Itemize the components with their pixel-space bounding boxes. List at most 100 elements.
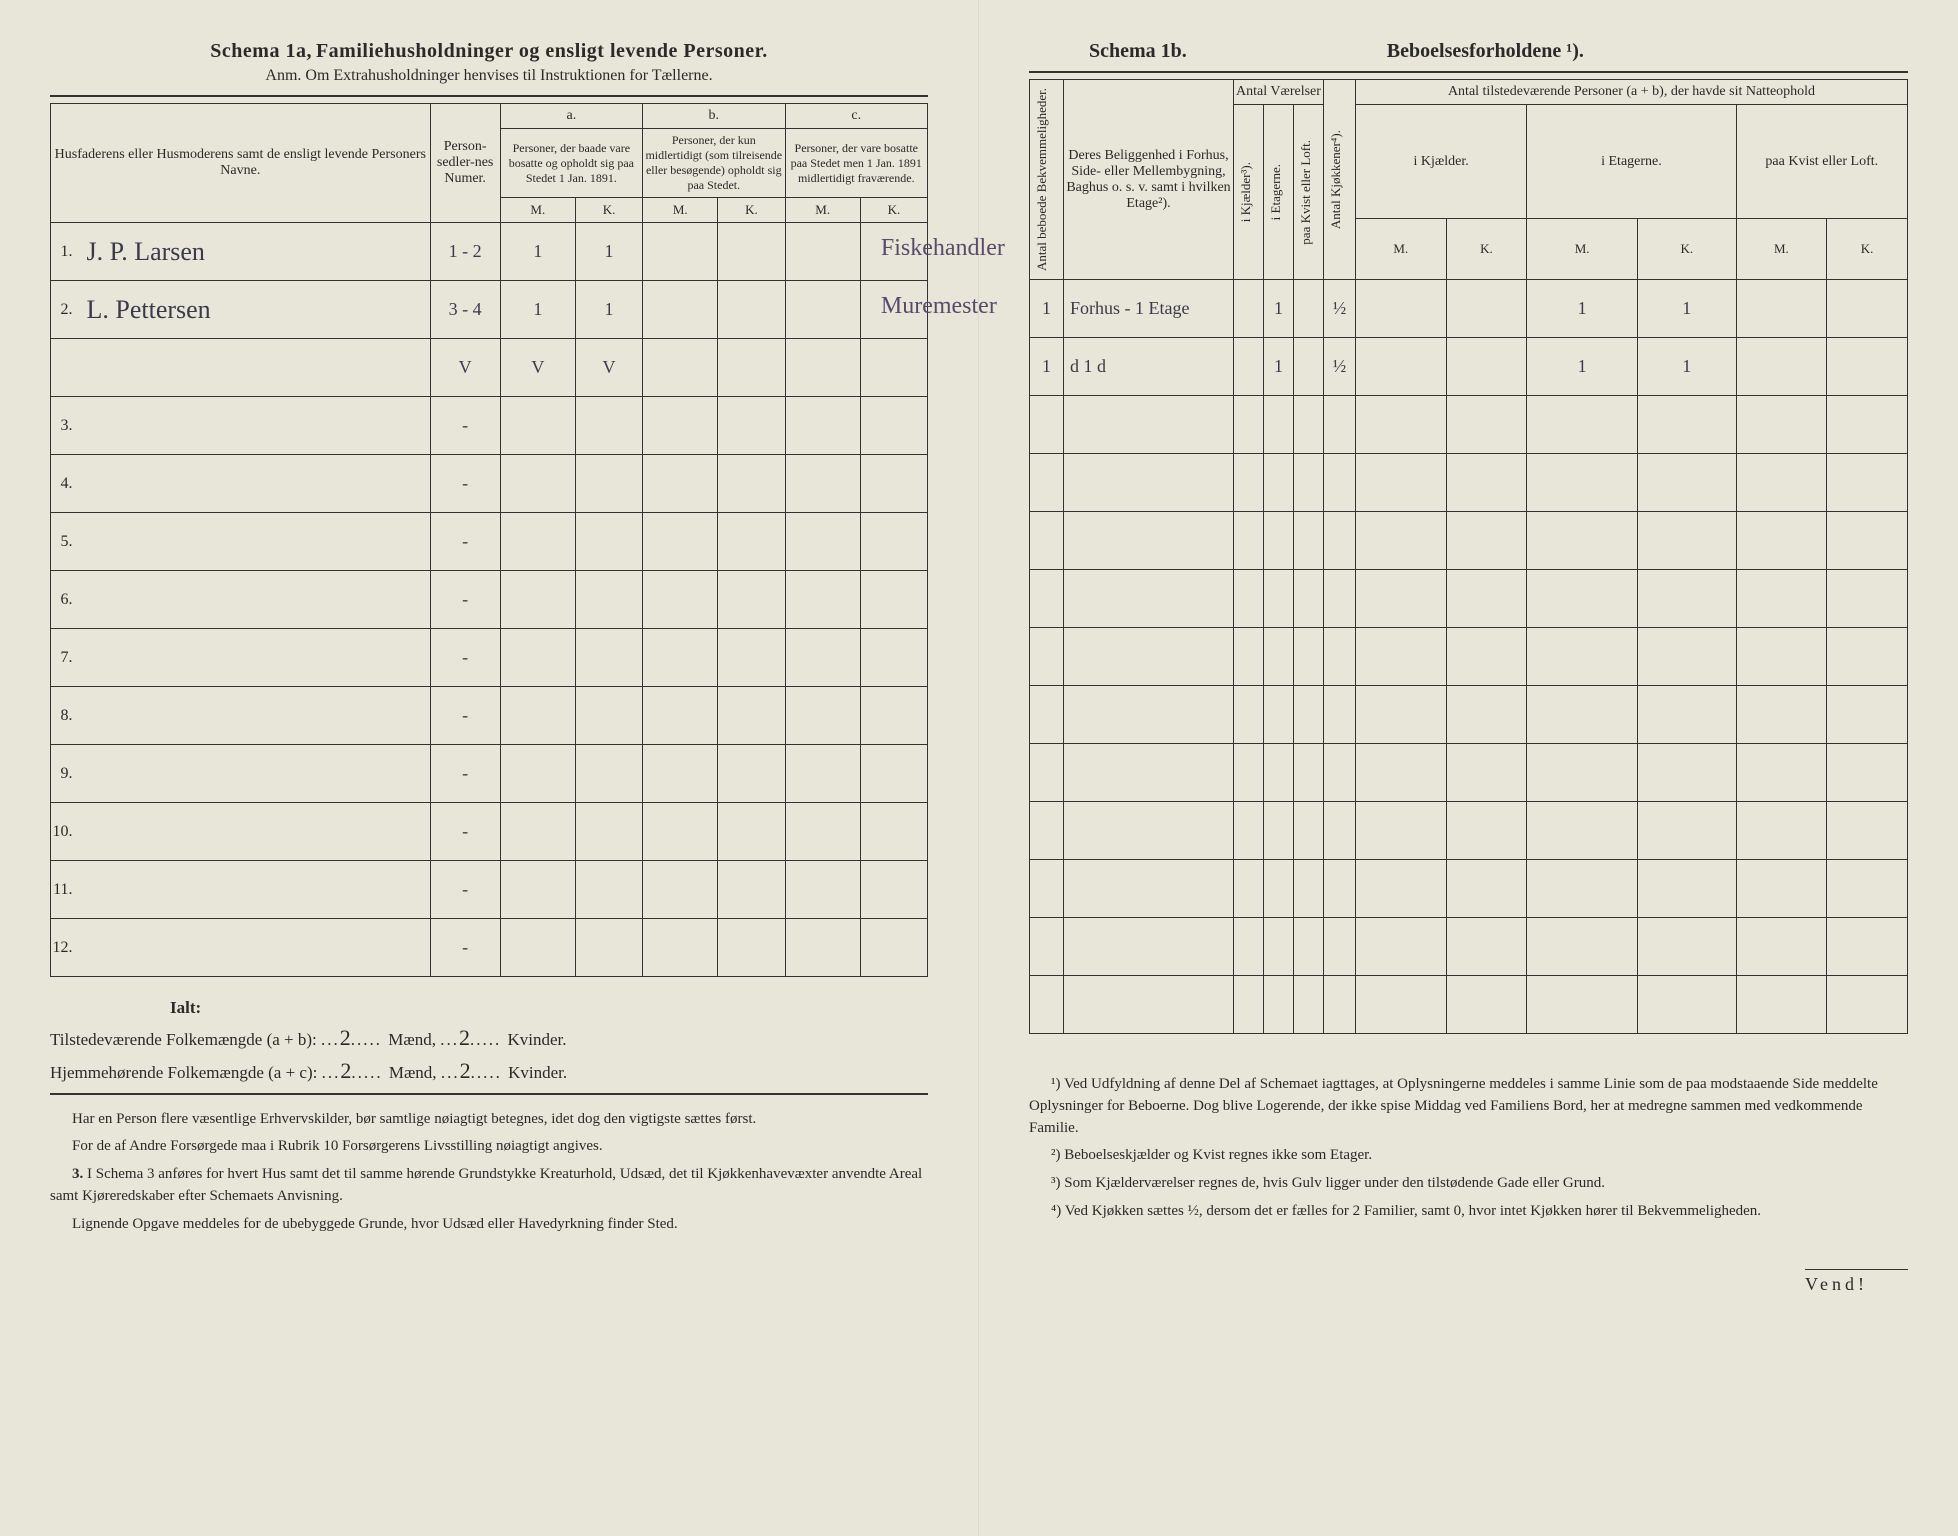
page-right: Schema 1b. Beboelsesforholdene ¹). Antal… <box>979 0 1958 1536</box>
bekv-cell <box>1030 396 1064 454</box>
b-m-cell <box>643 571 718 629</box>
beligg-cell <box>1064 512 1234 570</box>
paakvist-k-cell <box>1827 918 1908 976</box>
a-m-cell <box>500 571 575 629</box>
kvist-cell <box>1294 976 1324 1034</box>
mk: K. <box>1446 219 1527 280</box>
tilstede-label: Tilstedeværende Folkemængde (a + b): <box>50 1030 317 1049</box>
hjemme-m: 2 <box>340 1058 351 1083</box>
kjokken-cell <box>1324 570 1356 628</box>
table-row <box>1030 744 1908 802</box>
paakvist-k-cell <box>1827 570 1908 628</box>
row-number: 1. <box>51 223 81 281</box>
ietag-k-cell <box>1638 454 1737 512</box>
etagerne-cell: 1 <box>1264 338 1294 396</box>
mk: M. <box>500 198 575 223</box>
maend: Mænd, <box>389 1063 437 1082</box>
b-m-cell <box>643 455 718 513</box>
col-c-label: c. <box>785 104 927 129</box>
c-m-cell <box>785 745 860 803</box>
etagerne-cell <box>1264 744 1294 802</box>
etagerne-cell <box>1264 802 1294 860</box>
name-cell <box>81 919 431 977</box>
hjemme-label: Hjemmehørende Folkemængde (a + c): <box>50 1063 317 1082</box>
paakvist-k-cell <box>1827 860 1908 918</box>
table-row: 1d 1 d1½11 <box>1030 338 1908 396</box>
ikjael-k-cell <box>1446 512 1527 570</box>
personsedler-cell: - <box>430 861 500 919</box>
fn3: ³) Som Kjælderværelser regnes de, hvis G… <box>1029 1173 1908 1195</box>
b-k-cell <box>718 397 785 455</box>
ietag-k-cell <box>1638 512 1737 570</box>
mk: K. <box>718 198 785 223</box>
ikjael-m-cell <box>1356 918 1447 976</box>
table-row <box>1030 512 1908 570</box>
anm-note: Anm. Om Extrahusholdninger henvises til … <box>50 67 928 85</box>
page-left: Schema 1a, Familiehusholdninger og ensli… <box>0 0 979 1536</box>
c-m-cell <box>785 339 860 397</box>
personsedler-cell: - <box>430 687 500 745</box>
ietag-m-cell <box>1527 860 1638 918</box>
personsedler-cell: - <box>430 455 500 513</box>
paakvist-k-cell <box>1827 628 1908 686</box>
ialt-label: Ialt: <box>170 998 201 1017</box>
b-k-cell <box>718 455 785 513</box>
col-name-header: Husfaderens eller Husmoderens samt de en… <box>51 104 431 223</box>
ikjael-m-cell <box>1356 570 1447 628</box>
a-m-cell: 1 <box>500 281 575 339</box>
col-etagerne: i Etagerne. <box>1266 160 1286 224</box>
kjaelder-cell <box>1234 570 1264 628</box>
c-k-cell <box>860 513 927 571</box>
a-m-cell <box>500 513 575 571</box>
kjaelder-cell <box>1234 918 1264 976</box>
kvist-cell <box>1294 280 1324 338</box>
table-row <box>1030 686 1908 744</box>
ietag-m-cell: 1 <box>1527 338 1638 396</box>
table-row <box>1030 976 1908 1034</box>
table-row: 10.- <box>51 803 928 861</box>
ietag-k-cell <box>1638 570 1737 628</box>
ietag-k-cell: 1 <box>1638 338 1737 396</box>
ikjael-m-cell <box>1356 512 1447 570</box>
a-k-cell <box>575 687 642 745</box>
col-c-text: Personer, der vare bosatte paa Stedet me… <box>785 129 927 198</box>
table-row <box>1030 628 1908 686</box>
bekv-cell <box>1030 628 1064 686</box>
ikjael-k-cell <box>1446 918 1527 976</box>
bekv-cell <box>1030 918 1064 976</box>
name-cell: L. Pettersen <box>81 281 431 339</box>
bekv-cell: 1 <box>1030 280 1064 338</box>
a-k-cell <box>575 861 642 919</box>
col-kjaelder: i Kjælder³). <box>1236 158 1256 226</box>
note1: Har en Person flere væsentlige Erhvervsk… <box>50 1109 928 1131</box>
b-m-cell <box>643 339 718 397</box>
etagerne-cell <box>1264 396 1294 454</box>
kvist-cell <box>1294 338 1324 396</box>
kvist-cell <box>1294 918 1324 976</box>
bekv-cell <box>1030 744 1064 802</box>
c-m-cell <box>785 919 860 977</box>
a-m-cell <box>500 687 575 745</box>
row-number: 10. <box>51 803 81 861</box>
ietag-k-cell <box>1638 802 1737 860</box>
table-row <box>1030 918 1908 976</box>
c-m-cell <box>785 687 860 745</box>
ikjael-k-cell <box>1446 802 1527 860</box>
kjaelder-cell <box>1234 512 1264 570</box>
kjokken-cell: ½ <box>1324 280 1356 338</box>
schema-1b-title-row: Schema 1b. Beboelsesforholdene ¹). <box>1029 40 1908 63</box>
c-m-cell <box>785 861 860 919</box>
etagerne-cell: 1 <box>1264 280 1294 338</box>
a-m-cell <box>500 629 575 687</box>
title-prefix-1b: Schema 1b. <box>1089 40 1187 63</box>
table-row: 2.L. Pettersen3 - 411Muremester <box>51 281 928 339</box>
table-row: 1.J. P. Larsen1 - 211Fiskehandler <box>51 223 928 281</box>
name-cell <box>81 339 431 397</box>
b-k-cell <box>718 919 785 977</box>
mk: M. <box>1736 219 1827 280</box>
mk: K. <box>1638 219 1737 280</box>
b-m-cell <box>643 803 718 861</box>
mk: K. <box>860 198 927 223</box>
col-beligg: Deres Beliggenhed i Forhus, Side- eller … <box>1064 80 1234 280</box>
paakvist-m-cell <box>1736 918 1827 976</box>
